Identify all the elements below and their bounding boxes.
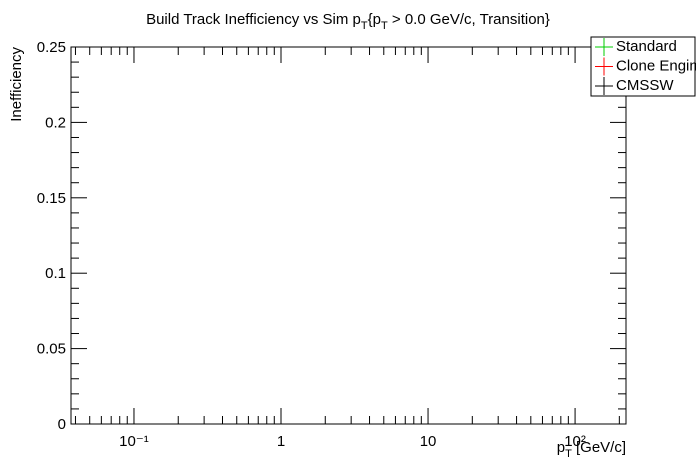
x-tick-label: 10⁻¹ xyxy=(119,433,149,450)
plot-frame xyxy=(70,46,627,425)
y-tick-label: 0.15 xyxy=(37,190,66,207)
text-part: T xyxy=(361,20,368,32)
text-part: T xyxy=(565,448,572,460)
text-part: [GeV/c] xyxy=(572,439,626,456)
y-axis-label: Inefficiency xyxy=(8,47,25,122)
y-tick-label: 0.2 xyxy=(45,114,66,131)
y-tick-label: 0.05 xyxy=(37,341,66,358)
legend-label: CMSSW xyxy=(616,77,674,94)
x-tick-label: 10² xyxy=(564,433,586,450)
text-part: > 0.0 GeV/c, Transition} xyxy=(388,11,550,28)
legend-label: Standard xyxy=(616,38,677,55)
text-part: {p xyxy=(368,11,381,28)
x-tick-label: 10 xyxy=(420,433,437,450)
legend-label: Clone Engine xyxy=(616,58,696,75)
text-part: T xyxy=(381,20,388,32)
y-tick-label: 0 xyxy=(58,416,66,433)
y-tick-label: 0.1 xyxy=(45,265,66,282)
text-part: p xyxy=(557,439,565,456)
chart-title: Build Track Inefficiency vs Sim pT{pT > … xyxy=(146,11,550,32)
y-tick-label: 0.25 xyxy=(37,39,66,56)
x-tick-label: 1 xyxy=(277,433,285,450)
x-axis-label: pT [GeV/c] xyxy=(557,439,626,460)
text-part: Build Track Inefficiency vs Sim p xyxy=(146,11,361,28)
